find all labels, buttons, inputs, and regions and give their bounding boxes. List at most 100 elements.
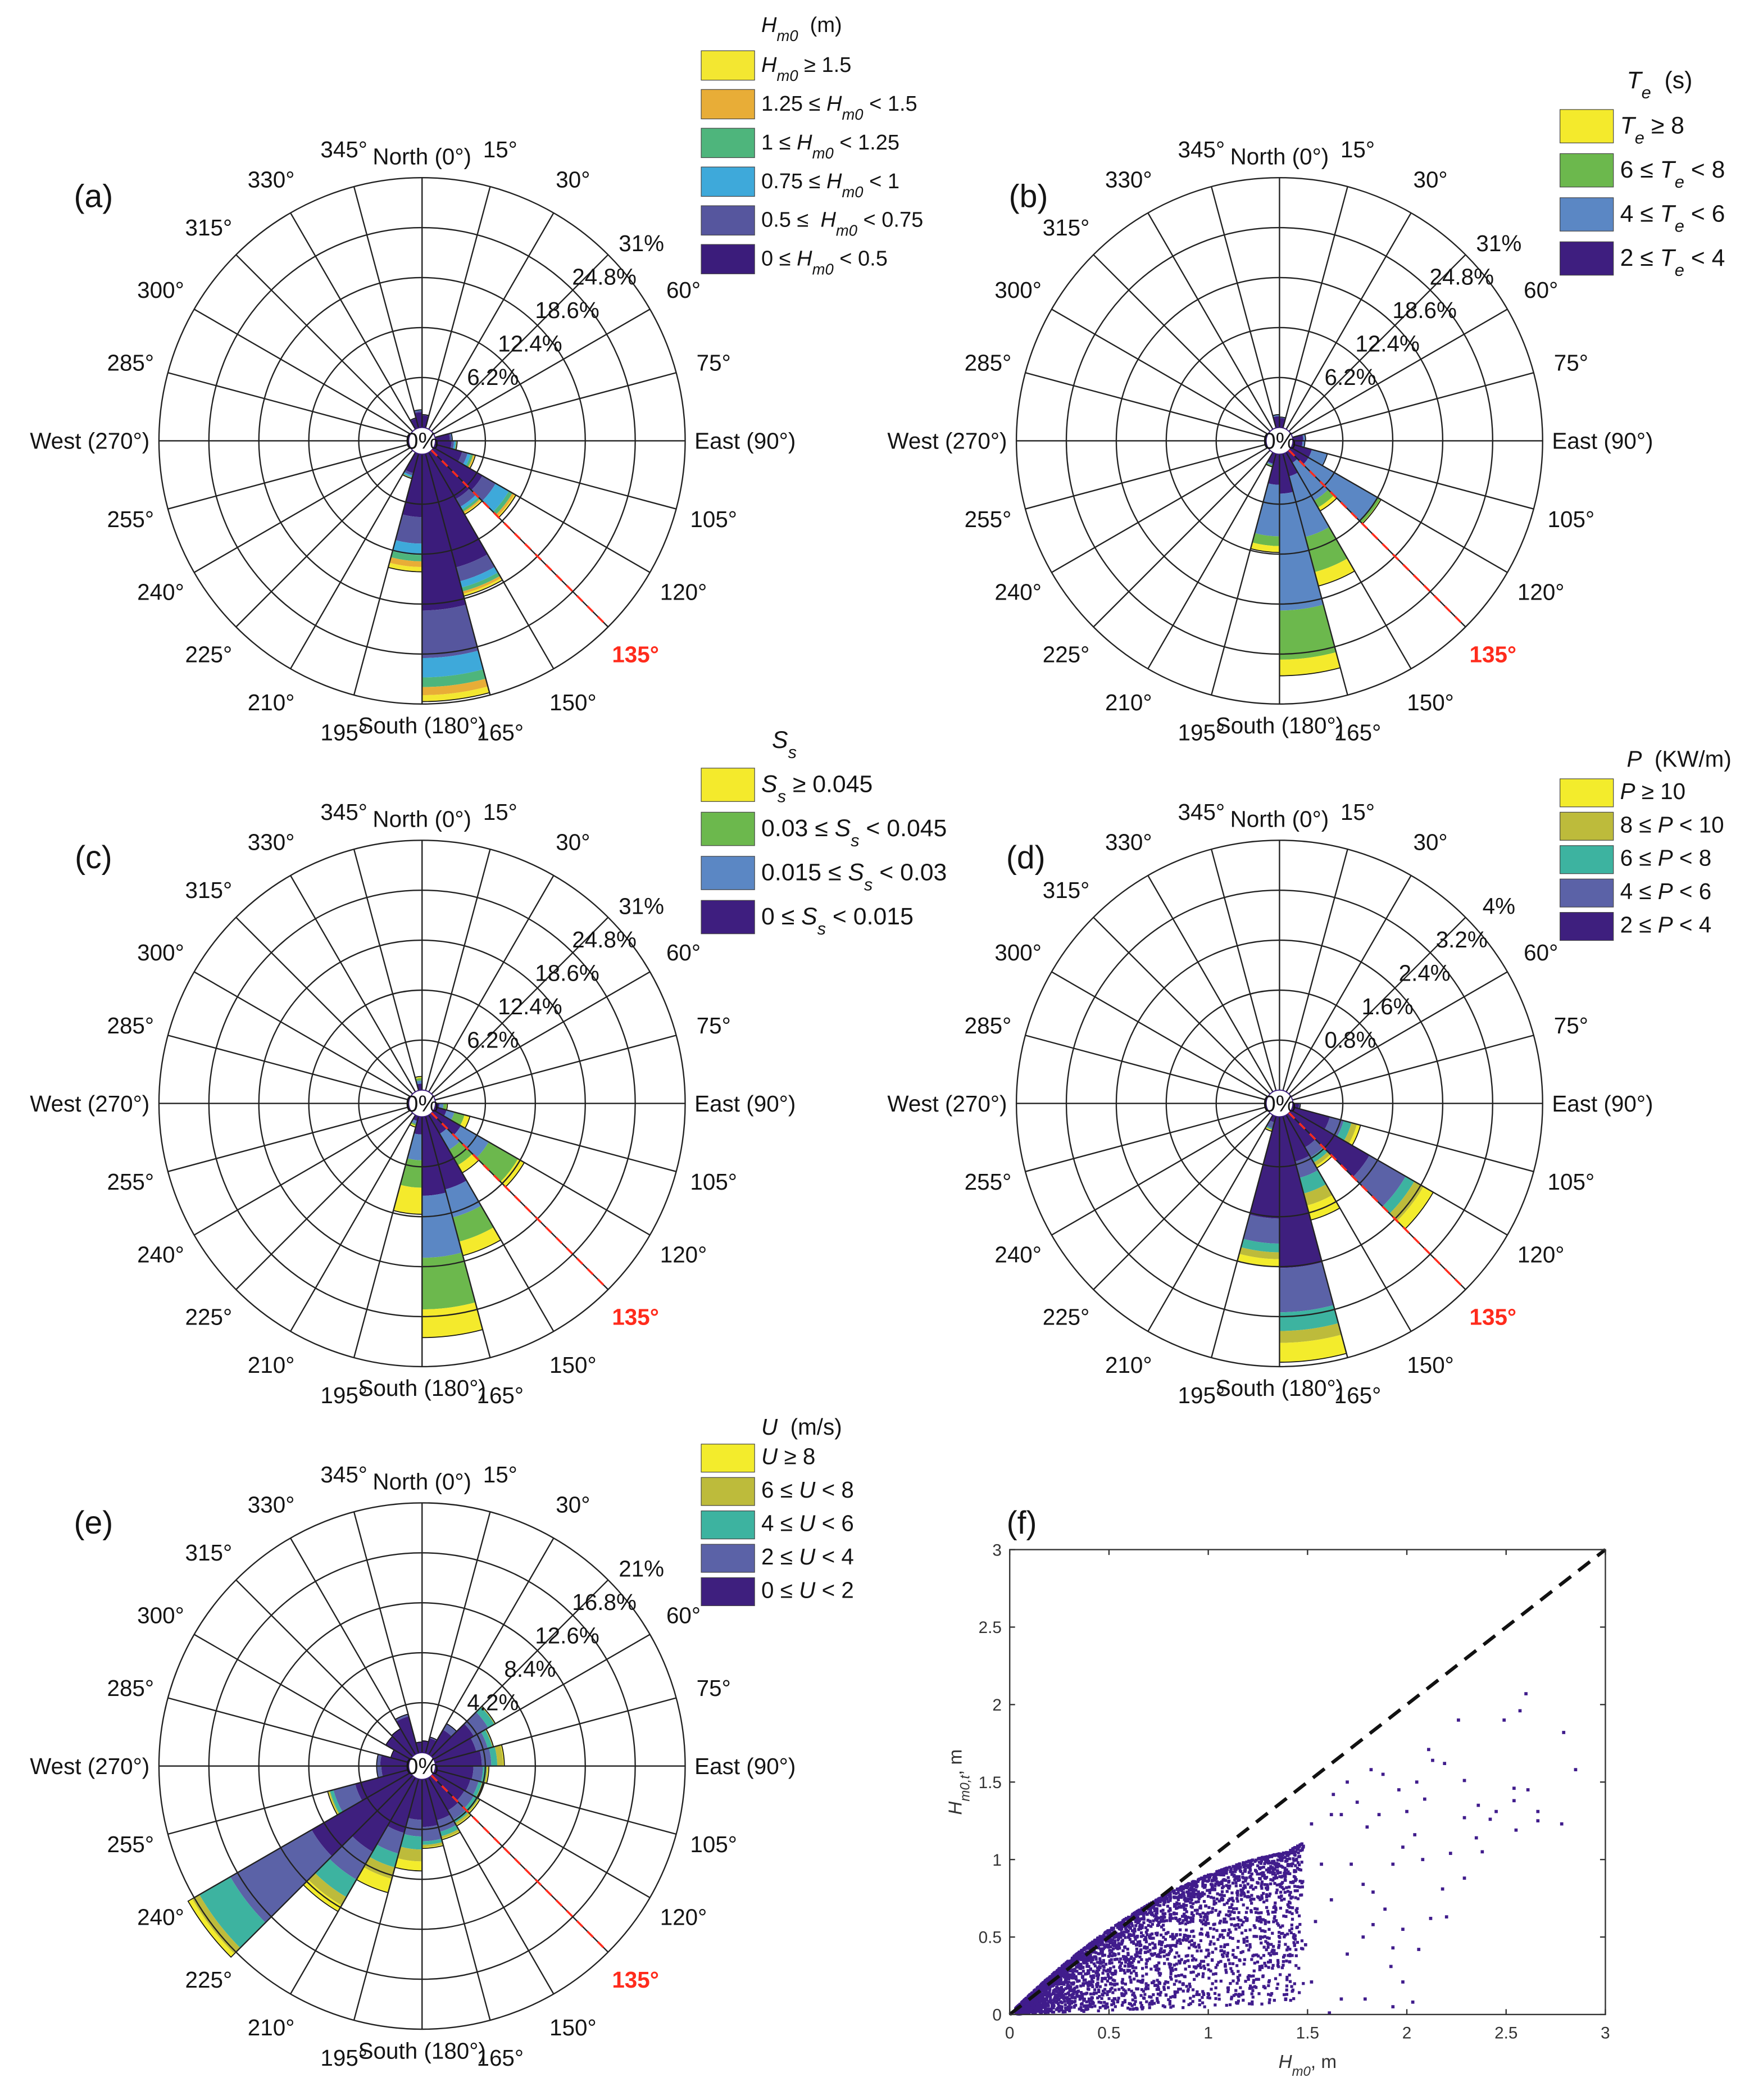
scatter-point-cloud bbox=[1149, 1995, 1153, 1999]
scatter-point-cloud bbox=[1102, 1938, 1106, 1942]
scatter-point-cloud bbox=[1250, 1992, 1253, 1995]
scatter-point-cloud bbox=[1271, 1911, 1274, 1914]
scatter-point-cloud bbox=[1156, 1924, 1160, 1927]
scatter-point-cloud bbox=[1214, 1947, 1217, 1951]
rose-bar-segment bbox=[407, 1133, 422, 1160]
scatter-point-cloud bbox=[1110, 1949, 1114, 1953]
scatter-point-cloud bbox=[1080, 2002, 1084, 2006]
scatter-point-cloud bbox=[1157, 1971, 1161, 1975]
scatter-point-cloud bbox=[1128, 1975, 1132, 1979]
scatter-point-cloud bbox=[1043, 1997, 1047, 2001]
scatter-point-cloud bbox=[1102, 1947, 1105, 1951]
scatter-point-cloud bbox=[1119, 1922, 1123, 1926]
scatter-point-cloud bbox=[1142, 1921, 1146, 1925]
scatter-point-cloud bbox=[1239, 1866, 1242, 1869]
scatter-point-cloud bbox=[1029, 2008, 1033, 2012]
legend: Hm0 (m)Hm0 ≥ 1.51.25 ≤ Hm0 < 1.51 ≤ Hm0 … bbox=[701, 13, 923, 278]
scatter-point-cloud bbox=[1106, 1979, 1110, 1983]
direction-label: South (180°) bbox=[358, 713, 486, 738]
scatter-point-cloud bbox=[1281, 1924, 1284, 1927]
scatter-point-cloud bbox=[1211, 1982, 1214, 1985]
scatter-point-cloud bbox=[1146, 1912, 1149, 1916]
scatter-point-cloud bbox=[1197, 1897, 1201, 1901]
scatter-point-cloud bbox=[1051, 1984, 1055, 1988]
scatter-point-cloud bbox=[1179, 1988, 1182, 1991]
scatter-point-cloud bbox=[1168, 1999, 1172, 2003]
scatter-point bbox=[1457, 1718, 1460, 1722]
scatter-point-cloud bbox=[1234, 1989, 1238, 1992]
scatter-point-cloud bbox=[1138, 1909, 1142, 1913]
scatter-point-cloud bbox=[1242, 1920, 1245, 1924]
scatter-point bbox=[1332, 1793, 1335, 1797]
scatter-point-cloud bbox=[1059, 1967, 1062, 1970]
scatter-point-cloud bbox=[1142, 1917, 1146, 1921]
scatter-point-cloud bbox=[1244, 1980, 1247, 1983]
scatter-point-cloud bbox=[1297, 1851, 1300, 1854]
rose-bar-segment bbox=[476, 1142, 519, 1182]
scatter-point-cloud bbox=[1106, 1972, 1110, 1976]
scatter-point-cloud bbox=[1113, 1997, 1117, 2001]
scatter-point-cloud bbox=[1107, 1997, 1111, 2001]
center-zero-label: 0% bbox=[406, 428, 438, 454]
scatter-point-cloud bbox=[1134, 1920, 1138, 1924]
scatter-point-cloud bbox=[1079, 1962, 1083, 1966]
scatter-point-cloud bbox=[1108, 1952, 1112, 1956]
scatter-point-cloud bbox=[1251, 1878, 1255, 1881]
scatter-point-cloud bbox=[1073, 1967, 1076, 1971]
scatter-point bbox=[1441, 1887, 1444, 1891]
scatter-point-cloud bbox=[1274, 1977, 1278, 1980]
rose-spoke bbox=[353, 849, 420, 1091]
direction-label: 345° bbox=[1178, 799, 1225, 825]
scatter-point-cloud bbox=[1112, 1927, 1115, 1930]
legend-item: 8 ≤ P < 10 bbox=[1560, 811, 1724, 841]
scatter-point-cloud bbox=[1098, 2006, 1102, 2010]
scatter-point-cloud bbox=[1276, 1983, 1280, 1986]
scatter-point-cloud bbox=[1209, 1969, 1212, 1973]
scatter-point-cloud bbox=[1079, 2006, 1083, 2010]
scatter-point-cloud bbox=[1043, 2006, 1047, 2010]
scatter-point-cloud bbox=[1265, 1856, 1269, 1859]
scatter-point-cloud bbox=[1242, 1940, 1246, 1944]
direction-label: 150° bbox=[549, 1352, 597, 1378]
scatter-point-cloud bbox=[1038, 2006, 1041, 2010]
scatter-point-cloud bbox=[1134, 2000, 1137, 2003]
scatter-point-cloud bbox=[1074, 1990, 1078, 1994]
scatter-point-cloud bbox=[1249, 1910, 1253, 1913]
scatter-point-cloud bbox=[1097, 1952, 1101, 1956]
label-part-var: H bbox=[797, 247, 812, 271]
scatter-point-cloud bbox=[1239, 1918, 1243, 1922]
scatter-point-cloud bbox=[1177, 1920, 1180, 1923]
scatter-point-cloud bbox=[1067, 1986, 1071, 1989]
scatter-point-cloud bbox=[1271, 1869, 1275, 1872]
rose-bar-segment bbox=[403, 471, 413, 478]
rose-bar-segment bbox=[416, 1080, 422, 1085]
scatter-point-cloud bbox=[1171, 1917, 1174, 1920]
scatter-point bbox=[1339, 1997, 1343, 2001]
scatter-point-cloud bbox=[1150, 2002, 1154, 2006]
scatter-point-cloud bbox=[1184, 1899, 1187, 1903]
direction-label: 210° bbox=[248, 2015, 295, 2040]
scatter-point-cloud bbox=[1198, 1933, 1202, 1936]
rose-spoke bbox=[1211, 1116, 1277, 1358]
scatter-point-cloud bbox=[1300, 1842, 1303, 1845]
legend: Te (s)Te ≥ 86 ≤ Te < 84 ≤ Te < 62 ≤ Te <… bbox=[1560, 67, 1725, 280]
scatter-point bbox=[1329, 1898, 1333, 1902]
legend-label: P ≥ 10 bbox=[1620, 778, 1686, 804]
rose-bar-segment bbox=[465, 453, 474, 468]
rose-spoke bbox=[1285, 452, 1412, 669]
scatter-point-cloud bbox=[1107, 1929, 1110, 1933]
scatter-point-cloud bbox=[1223, 1952, 1226, 1955]
scatter-point-cloud bbox=[1192, 1913, 1195, 1917]
scatter-point-cloud bbox=[1194, 1885, 1198, 1889]
direction-label: East (90°) bbox=[1552, 428, 1653, 454]
highlight-direction-line bbox=[430, 1112, 605, 1287]
scatter-point-cloud bbox=[1135, 1947, 1138, 1951]
scatter-point-cloud bbox=[1095, 1985, 1098, 1988]
scatter-point-cloud bbox=[1136, 1940, 1139, 1944]
scatter-point-cloud bbox=[1162, 1912, 1166, 1916]
scatter-point-cloud bbox=[1148, 2006, 1151, 2010]
scatter-point-cloud bbox=[1262, 1892, 1265, 1895]
scatter-point bbox=[1536, 1809, 1540, 1813]
scatter-point-cloud bbox=[1260, 1920, 1263, 1924]
scatter-point-cloud bbox=[1033, 1989, 1037, 1993]
